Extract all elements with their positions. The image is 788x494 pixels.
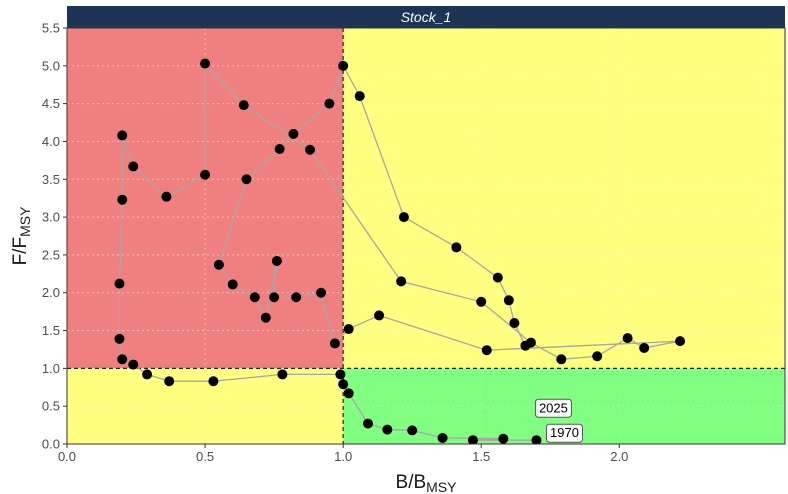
data-point [407, 425, 418, 436]
y-tick-label: 2.0 [42, 285, 60, 300]
y-axis-title: F/FMSY [10, 206, 33, 266]
data-point [639, 342, 650, 353]
data-point [509, 317, 520, 328]
year-annotations: 1970 2025 [534, 398, 583, 443]
year-label-2025: 2025 [534, 398, 572, 418]
y-tick-label: 3.5 [42, 172, 60, 187]
data-point [675, 336, 686, 347]
strip-background [67, 6, 785, 28]
data-point [271, 255, 282, 266]
y-tick-label: 1.0 [42, 361, 60, 376]
data-point [161, 191, 172, 202]
data-point [492, 272, 503, 283]
data-point [520, 340, 531, 351]
data-point [260, 312, 271, 323]
data-point [622, 333, 633, 344]
y-tick-label: 5.0 [42, 58, 60, 73]
x-tick-label: 1.5 [472, 449, 490, 464]
data-point [396, 276, 407, 287]
data-point [363, 418, 374, 429]
y-axis: 0.0 0.5 1.0 1.5 2.0 2.5 3.0 3.5 4.0 4.5 5.0 5.5 [42, 21, 67, 452]
data-point [269, 292, 280, 303]
panel-strip: Stock_1 [67, 6, 785, 28]
data-point [200, 58, 211, 69]
data-point [117, 194, 128, 205]
data-point [498, 433, 509, 444]
data-point [382, 424, 393, 435]
y-tick-label: 0.5 [42, 399, 60, 414]
data-point [249, 292, 260, 303]
data-point [128, 161, 139, 172]
data-point [329, 338, 340, 349]
x-tick-label: 0.5 [196, 449, 214, 464]
data-point [213, 259, 224, 270]
data-point [556, 354, 567, 365]
data-point [164, 376, 175, 387]
data-point [476, 296, 487, 307]
data-point [338, 379, 349, 390]
data-point [343, 324, 354, 335]
data-point [451, 242, 462, 253]
data-point [481, 345, 492, 356]
data-point [114, 278, 125, 289]
trajectory-line [118, 61, 681, 441]
y-tick-label: 2.5 [42, 247, 60, 262]
zone-yellow-upper [343, 28, 785, 369]
year-label-1970: 1970 [545, 423, 583, 443]
x-tick-label: 1.0 [334, 449, 352, 464]
x-tick-label: 0.0 [58, 449, 76, 464]
y-tick-label: 0.0 [42, 437, 60, 452]
x-tick-label: 2.0 [610, 449, 628, 464]
data-point [238, 100, 249, 111]
y-tick-label: 4.5 [42, 96, 60, 111]
data-point [354, 91, 365, 102]
data-point [592, 351, 603, 362]
y-tick-label: 5.5 [42, 21, 60, 36]
data-point [531, 435, 542, 444]
y-tick-label: 4.0 [42, 134, 60, 149]
data-point [117, 354, 128, 365]
data-point [316, 287, 327, 298]
x-axis-title: B/BMSY [396, 472, 458, 494]
data-point [241, 174, 252, 185]
data-point [274, 144, 285, 155]
data-point [128, 359, 139, 370]
data-point [335, 369, 346, 380]
data-point [142, 369, 153, 380]
year-label-box [545, 423, 583, 443]
year-label-text: 1970 [550, 425, 579, 440]
data-points [114, 58, 686, 444]
data-point [324, 98, 335, 109]
data-point [467, 435, 478, 444]
data-point [117, 130, 128, 141]
data-point [338, 60, 349, 71]
data-point [437, 432, 448, 443]
year-label-box [534, 398, 572, 418]
data-point [227, 279, 238, 290]
data-point [305, 144, 316, 155]
data-point [398, 212, 409, 223]
x-axis: 0.0 0.5 1.0 1.5 2.0 [58, 444, 628, 464]
y-tick-label: 3.0 [42, 210, 60, 225]
data-point [114, 333, 125, 344]
data-point [200, 169, 211, 180]
data-point [291, 292, 302, 303]
data-point [343, 388, 354, 399]
data-point [503, 295, 514, 306]
data-point [208, 376, 219, 387]
trajectory-path [118, 61, 681, 441]
data-point [277, 369, 288, 380]
y-tick-label: 1.5 [42, 323, 60, 338]
year-label-text: 2025 [539, 400, 568, 415]
data-point [288, 128, 299, 139]
panel-title: Stock_1 [401, 9, 452, 25]
data-point [374, 310, 385, 321]
